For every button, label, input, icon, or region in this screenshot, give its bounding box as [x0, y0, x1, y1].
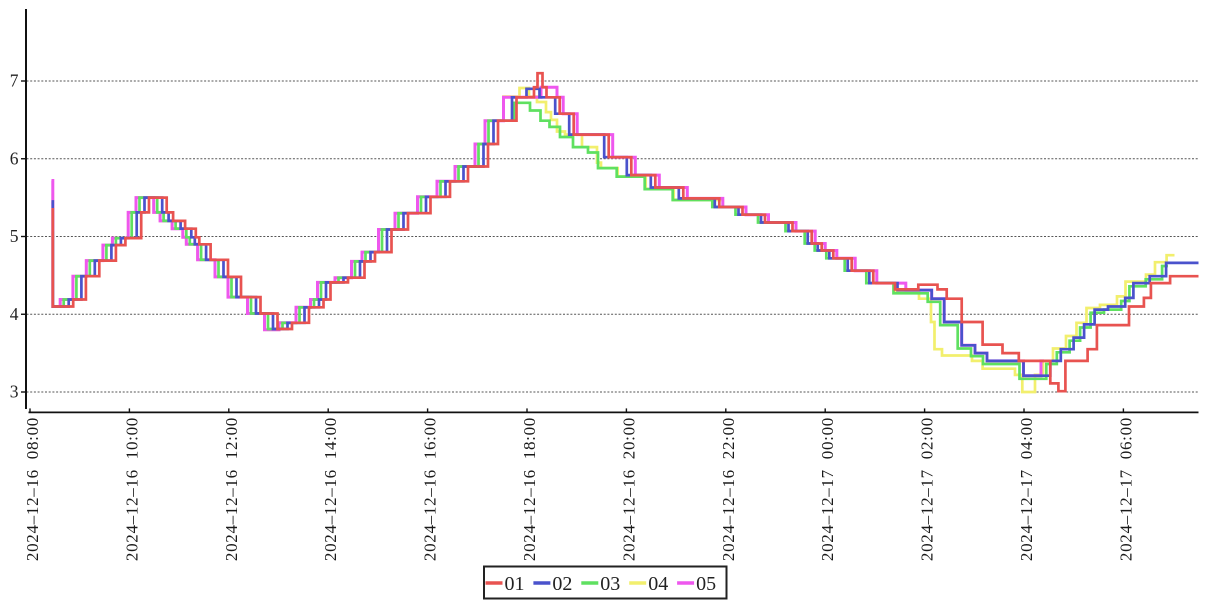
svg-text:4: 4	[10, 304, 19, 324]
svg-text:05: 05	[696, 573, 716, 595]
svg-text:2024–12–16 16:00: 2024–12–16 16:00	[421, 417, 440, 561]
svg-text:2024–12–17 04:00: 2024–12–17 04:00	[1017, 417, 1036, 561]
svg-text:2024–12–16 10:00: 2024–12–16 10:00	[122, 417, 141, 561]
svg-text:02: 02	[552, 573, 572, 595]
svg-text:2024–12–17 02:00: 2024–12–17 02:00	[918, 417, 937, 561]
svg-text:03: 03	[600, 573, 620, 595]
svg-text:3: 3	[10, 382, 19, 402]
svg-text:04: 04	[648, 573, 668, 595]
svg-text:5: 5	[10, 226, 19, 246]
svg-text:2024–12–16 22:00: 2024–12–16 22:00	[719, 417, 738, 561]
svg-text:2024–12–16 08:00: 2024–12–16 08:00	[23, 417, 42, 561]
svg-text:2024–12–16 20:00: 2024–12–16 20:00	[619, 417, 638, 561]
svg-text:01: 01	[505, 573, 525, 595]
svg-text:7: 7	[10, 71, 19, 91]
svg-text:6: 6	[10, 148, 19, 168]
svg-text:2024–12–16 14:00: 2024–12–16 14:00	[321, 417, 340, 561]
svg-text:2024–12–17 06:00: 2024–12–17 06:00	[1116, 417, 1135, 561]
svg-text:2024–12–17 00:00: 2024–12–17 00:00	[818, 417, 837, 561]
svg-text:2024–12–16 12:00: 2024–12–16 12:00	[222, 417, 241, 561]
svg-text:2024–12–16 18:00: 2024–12–16 18:00	[520, 417, 539, 561]
